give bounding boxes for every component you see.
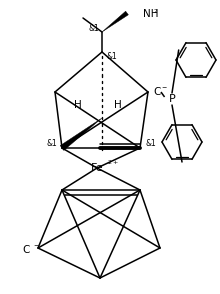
Text: $_2$: $_2$ <box>153 6 158 16</box>
Text: P: P <box>169 94 175 104</box>
Text: $^-$: $^-$ <box>160 83 168 93</box>
Text: C: C <box>153 87 160 97</box>
Polygon shape <box>102 11 128 32</box>
Text: $^-$: $^-$ <box>32 241 40 250</box>
Text: &1: &1 <box>107 51 117 61</box>
Text: $^{2+}$: $^{2+}$ <box>107 160 119 168</box>
Text: NH: NH <box>143 9 158 19</box>
Text: H: H <box>114 100 122 110</box>
Text: &1: &1 <box>47 138 57 148</box>
Polygon shape <box>60 118 102 151</box>
Text: &1: &1 <box>89 24 99 33</box>
Text: H: H <box>74 100 82 110</box>
Text: Fe: Fe <box>91 163 103 173</box>
Text: &1: &1 <box>146 138 156 148</box>
Text: C: C <box>22 245 30 255</box>
